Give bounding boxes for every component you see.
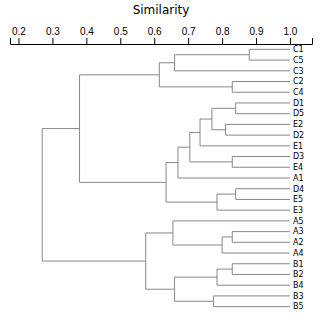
leaf-labels: C1 C5 C3C2 C4 D1D5 E2 D2 E1D3 E4 A1 D4E5 E3 A5A3 A2 A4… — [293, 45, 304, 311]
x-tick-mark — [52, 38, 53, 44]
leaf-label: A4 — [293, 249, 304, 258]
leaf-label: D5 — [293, 109, 304, 118]
leaf-label: D2 — [293, 131, 304, 140]
leaf-label: D3 — [293, 152, 304, 161]
x-tick-mark — [188, 38, 189, 44]
merge-link — [146, 233, 175, 289]
links — [42, 49, 290, 306]
x-tick-label: 0.6 — [148, 26, 162, 37]
x-tick: 0.6 — [148, 26, 162, 44]
merge-link — [212, 108, 236, 129]
x-tick-label: 1.0 — [283, 26, 297, 37]
leaf-label: E3 — [293, 206, 303, 215]
x-tick-mark — [154, 38, 155, 44]
leaf-label: B5 — [293, 302, 304, 311]
merge-link — [222, 237, 290, 253]
chart: 0.20.30.40.50.60.70.80.91.0C1C5C3C2C4D1D… — [0, 0, 320, 320]
leaf-label: E1 — [293, 142, 303, 151]
merge-link — [42, 129, 145, 261]
leaf-label: E4 — [293, 163, 303, 172]
leaf-label: A2 — [293, 238, 304, 247]
x-tick: 0.2 — [12, 26, 26, 44]
merge-link — [232, 82, 290, 93]
leaf-label: B3 — [293, 292, 304, 301]
x-tick-label: 0.5 — [114, 26, 128, 37]
x-tick-mark — [256, 38, 257, 44]
leaf-label: E5 — [293, 195, 303, 204]
x-axis-label: Similarity — [133, 3, 190, 17]
merge-link — [178, 147, 290, 178]
merge-link — [190, 132, 232, 161]
merge-link — [232, 232, 290, 243]
x-tick-mark — [120, 38, 121, 44]
merge-link — [217, 194, 290, 210]
x-tick-label: 0.3 — [46, 26, 60, 37]
x-tick-label: 0.7 — [182, 26, 196, 37]
merge-link — [173, 221, 290, 245]
x-tick-mark — [18, 38, 19, 44]
leaf-label: C3 — [293, 67, 304, 76]
leaf-label: A3 — [293, 227, 304, 236]
merge-link — [214, 296, 290, 307]
x-axis-line — [11, 38, 313, 45]
plot: 0.20.30.40.50.60.70.80.91.0C1C5C3C2C4D1D… — [11, 26, 313, 311]
x-tick: 0.7 — [182, 26, 196, 44]
leaf-label: B4 — [293, 281, 304, 290]
leaf-label: D4 — [293, 185, 304, 194]
x-tick: 0.3 — [46, 26, 60, 44]
merge-link — [217, 269, 290, 285]
leaf-label: B1 — [293, 260, 304, 269]
leaf-label: E2 — [293, 120, 303, 129]
x-tick-label: 0.8 — [216, 26, 230, 37]
merge-link — [225, 124, 289, 135]
merge-link — [159, 63, 232, 87]
leaf-label: B2 — [293, 270, 304, 279]
leaf-label: C2 — [293, 77, 304, 86]
x-axis: 0.2 0.3 0.4 0.5 0.6 0.7 0.8 0.9 1.0 — [11, 26, 313, 45]
merge-link — [80, 75, 167, 183]
merge-link — [232, 157, 290, 168]
x-tick: 1.0 — [283, 26, 297, 44]
x-tick-mark — [86, 38, 87, 44]
merge-link — [249, 49, 290, 60]
merge-link — [175, 55, 290, 71]
merge-link — [236, 189, 290, 200]
leaf-label: D1 — [293, 99, 304, 108]
x-tick-label: 0.9 — [250, 26, 264, 37]
leaf-label: A1 — [293, 174, 304, 183]
merge-link — [166, 163, 217, 203]
x-tick: 0.4 — [80, 26, 94, 44]
x-tick-mark — [290, 38, 291, 44]
merge-link — [200, 119, 290, 146]
merge-link — [175, 277, 217, 301]
x-tick-label: 0.4 — [80, 26, 94, 37]
merge-link — [236, 103, 290, 114]
leaf-label: C4 — [293, 88, 304, 97]
x-tick: 0.5 — [114, 26, 128, 44]
merge-link — [232, 264, 290, 275]
x-tick: 0.9 — [250, 26, 264, 44]
leaf-label: C5 — [293, 56, 304, 65]
x-tick-label: 0.2 — [12, 26, 26, 37]
x-tick: 0.8 — [216, 26, 230, 44]
x-tick-mark — [222, 38, 223, 44]
leaf-label: A5 — [293, 217, 304, 226]
leaf-label: C1 — [293, 45, 304, 54]
